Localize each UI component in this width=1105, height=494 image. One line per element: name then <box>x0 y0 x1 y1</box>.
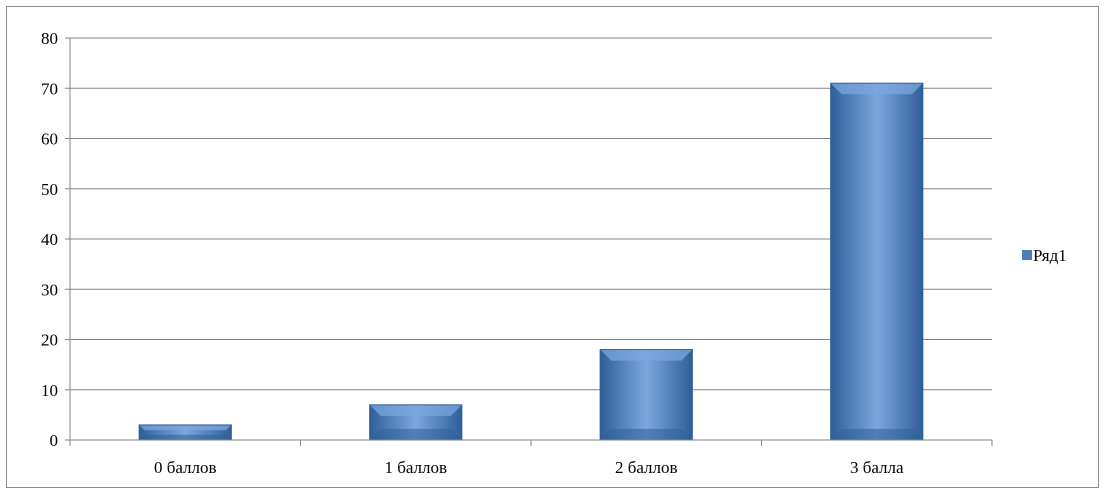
x-tick-label: 2 баллов <box>615 458 678 477</box>
x-tick-label: 3 балла <box>850 458 904 477</box>
x-tick-labels: 0 баллов 1 баллов 2 баллов 3 балла <box>154 458 904 477</box>
x-tick-label: 1 баллов <box>384 458 447 477</box>
bar-bevel-top <box>139 424 232 431</box>
bar-bevel-bottom <box>369 428 462 440</box>
bar-bevel-top <box>369 404 462 416</box>
bar <box>600 349 693 440</box>
bar <box>830 83 923 440</box>
y-tick-label: 0 <box>50 431 59 450</box>
y-tick-label: 40 <box>41 230 58 249</box>
x-tick-label: 0 баллов <box>154 458 217 477</box>
y-tick-label: 80 <box>41 29 58 48</box>
bar-bevel-bottom <box>139 434 232 440</box>
chart-frame: 0 10 20 30 40 50 60 70 80 0 баллов 1 баллов 2 балл… <box>6 6 1099 488</box>
bar-bevel-bottom <box>830 428 923 440</box>
y-tick-label: 10 <box>41 381 58 400</box>
y-tick-label: 70 <box>41 79 58 98</box>
y-tick-label: 60 <box>41 130 58 149</box>
axes <box>69 38 993 446</box>
legend-swatch <box>1022 250 1032 260</box>
y-tick-label: 30 <box>41 280 58 299</box>
bar-bevel-bottom <box>600 428 693 440</box>
y-tick-label: 50 <box>41 180 58 199</box>
legend-label: Ряд1 <box>1033 246 1067 265</box>
bars <box>138 82 924 441</box>
y-tick-labels: 0 10 20 30 40 50 60 70 80 <box>41 29 58 450</box>
bar-bevel-top <box>830 83 923 95</box>
bar-chart: 0 10 20 30 40 50 60 70 80 0 баллов 1 баллов 2 балл… <box>41 29 1067 477</box>
bar-bevel-top <box>600 349 693 361</box>
y-tick-label: 20 <box>41 331 58 350</box>
legend: Ряд1 <box>1022 246 1067 265</box>
